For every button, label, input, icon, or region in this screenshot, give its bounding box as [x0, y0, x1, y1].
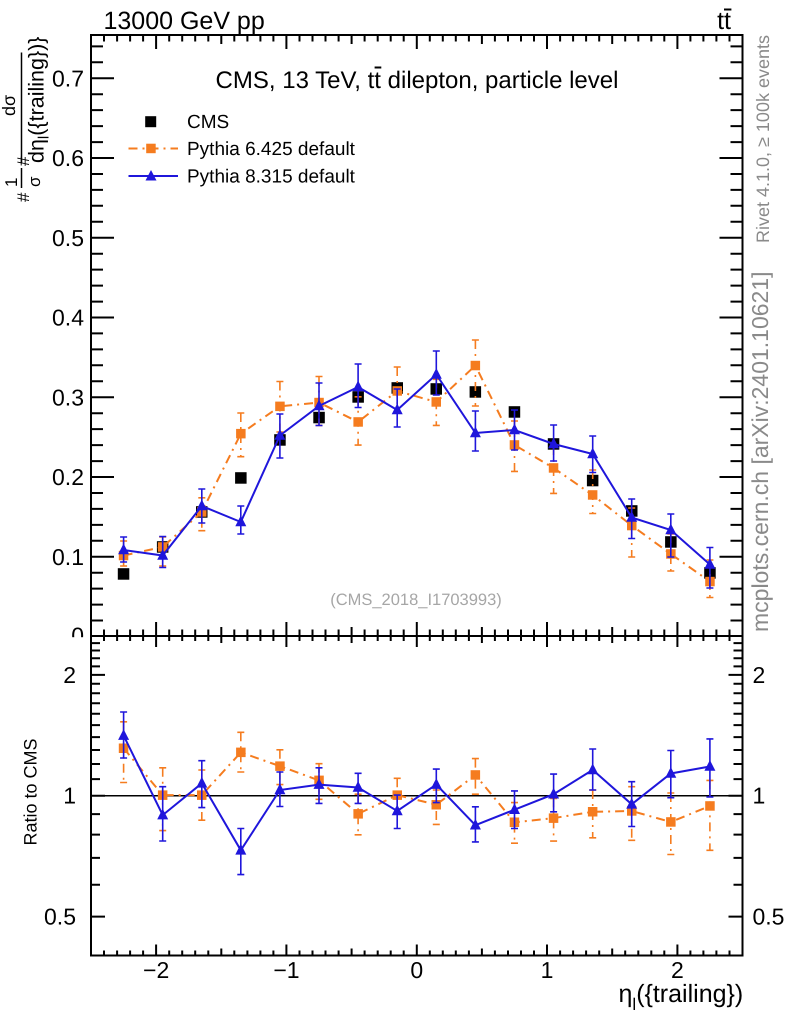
svg-text:0.5: 0.5 [753, 904, 785, 930]
svg-text:−1: −1 [273, 957, 299, 983]
svg-text:Rivet 4.1.0, ≥ 100k events: Rivet 4.1.0, ≥ 100k events [753, 35, 773, 243]
svg-text:1: 1 [63, 783, 76, 809]
svg-text:1: 1 [541, 957, 554, 983]
svg-text:#: # [14, 156, 33, 166]
svg-text:mcplots.cern.ch [arXiv:2401.10: mcplots.cern.ch [arXiv:2401.10621] [747, 271, 773, 632]
svg-text:dηl({trailing})}: dηl({trailing})} [25, 37, 53, 163]
svg-text:CMS: CMS [187, 112, 229, 133]
svg-text:1: 1 [2, 178, 21, 187]
svg-text:#: # [14, 192, 33, 202]
svg-text:0.6: 0.6 [52, 145, 84, 171]
svg-text:CMS, 13 TeV, tt dilepton, part: CMS, 13 TeV, tt dilepton, particle level [216, 67, 619, 94]
svg-text:0.1: 0.1 [52, 544, 84, 570]
svg-text:13000 GeV pp: 13000 GeV pp [104, 7, 265, 35]
svg-text:2: 2 [753, 662, 766, 688]
svg-text:(CMS_2018_I1703993): (CMS_2018_I1703993) [330, 591, 502, 609]
svg-text:Ratio to CMS: Ratio to CMS [21, 738, 41, 845]
svg-text:tt: tt [717, 7, 731, 35]
svg-text:0.5: 0.5 [44, 904, 76, 930]
svg-text:2: 2 [63, 662, 76, 688]
svg-text:0.5: 0.5 [52, 225, 84, 251]
svg-text:0: 0 [410, 957, 423, 983]
svg-text:Pythia 6.425 default: Pythia 6.425 default [187, 139, 356, 160]
svg-text:0.2: 0.2 [52, 464, 84, 490]
svg-text:σ: σ [25, 176, 44, 187]
svg-text:Pythia 8.315 default: Pythia 8.315 default [187, 167, 356, 188]
svg-text:dσ: dσ [0, 95, 19, 116]
svg-text:2: 2 [671, 957, 684, 983]
svg-text:0.3: 0.3 [52, 384, 84, 410]
svg-text:1: 1 [753, 783, 766, 809]
svg-text:−2: −2 [143, 957, 169, 983]
svg-text:0.4: 0.4 [52, 305, 84, 331]
svg-text:0.7: 0.7 [52, 65, 84, 91]
